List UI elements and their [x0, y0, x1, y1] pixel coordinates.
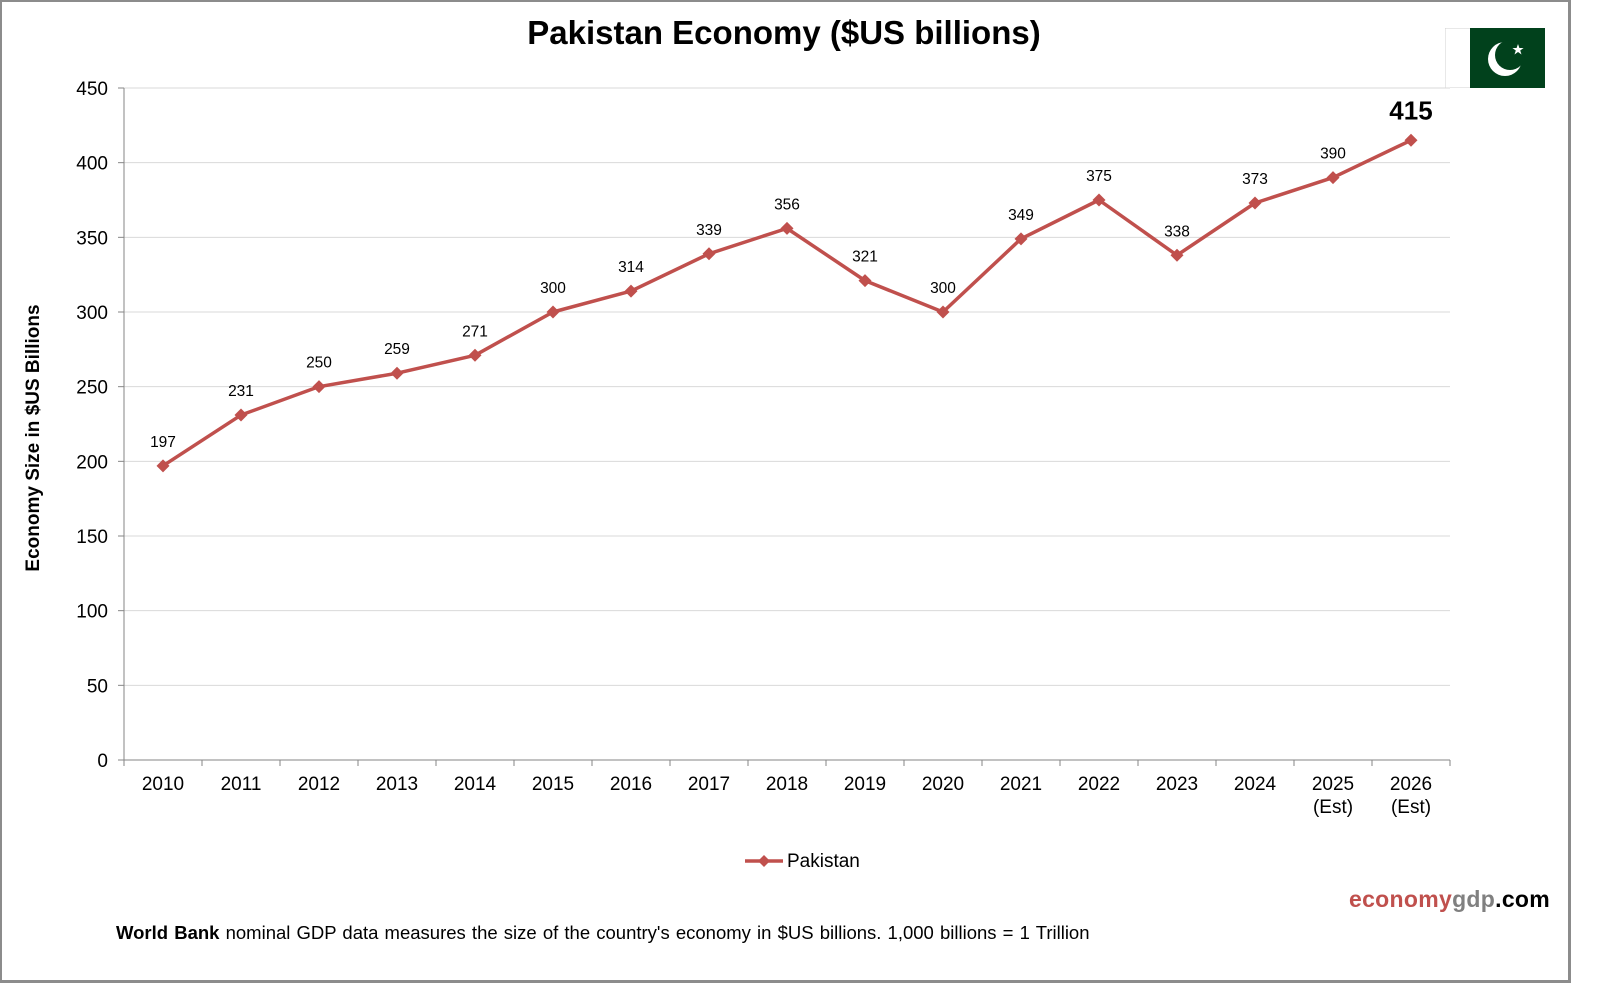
pakistan-flag-icon: [1445, 28, 1545, 88]
y-tick-label: 200: [76, 452, 108, 473]
data-point-marker: [624, 284, 638, 298]
data-point-marker: [546, 305, 560, 319]
y-tick-label: 0: [97, 751, 108, 772]
series-markers: [156, 133, 1418, 473]
chart-title: Pakistan Economy ($US billions): [527, 14, 1041, 51]
data-point-marker: [1014, 232, 1028, 246]
data-point-marker: [780, 221, 794, 235]
y-tick-label: 150: [76, 527, 108, 548]
data-point-marker: [936, 305, 950, 319]
source-watermark: economygdp.com: [1349, 886, 1550, 913]
data-label: 390: [1320, 146, 1346, 163]
data-label: 250: [306, 355, 332, 372]
data-label: 321: [852, 249, 878, 266]
y-tick-label: 300: [76, 303, 108, 324]
y-tick-label: 400: [76, 154, 108, 175]
gridlines: [124, 87, 1450, 686]
x-tick-label: 2015: [532, 774, 574, 795]
footnote-source: World Bank: [116, 922, 220, 943]
y-tick-label: 450: [76, 79, 108, 100]
data-label: 339: [696, 222, 722, 239]
data-label: 349: [1008, 207, 1034, 224]
y-tick-label: 50: [87, 676, 108, 697]
x-tick-label: (Est): [1313, 797, 1353, 818]
data-label: 373: [1242, 171, 1268, 188]
footnote: World Bank nominal GDP data measures the…: [116, 922, 1090, 944]
x-tick-label: 2010: [142, 774, 184, 795]
x-tick-label: 2021: [1000, 774, 1042, 795]
footnote-text: nominal GDP data measures the size of th…: [219, 922, 1090, 943]
data-point-marker: [1170, 248, 1184, 262]
data-label: 338: [1164, 223, 1190, 240]
legend[interactable]: Pakistan: [745, 851, 860, 872]
data-label: 356: [774, 196, 800, 213]
data-label: 375: [1086, 168, 1112, 185]
data-label: 197: [150, 434, 176, 451]
y-tick-label: 100: [76, 602, 108, 623]
data-point-marker: [234, 408, 248, 422]
series-line: [162, 138, 1412, 468]
data-point-marker: [1092, 193, 1106, 207]
axes: [118, 87, 1451, 766]
data-label-highlight: 415: [1389, 95, 1432, 125]
data-label: 259: [384, 341, 410, 358]
data-label: 231: [228, 383, 254, 400]
legend-marker-diamond-icon: [758, 855, 770, 867]
data-point-marker: [1326, 171, 1340, 185]
x-tick-label: 2025: [1312, 774, 1354, 795]
x-tick-label: 2026: [1390, 774, 1432, 795]
data-point-marker: [312, 380, 326, 394]
x-tick-label: 2022: [1078, 774, 1120, 795]
data-point-marker: [702, 247, 716, 261]
x-tick-label: 2020: [922, 774, 964, 795]
x-tick-labels: 2010 2011 2012 2013 2014 2015 2016 2017 2018 2019…: [142, 774, 1432, 818]
data-point-marker: [468, 348, 482, 362]
x-tick-label: 2018: [766, 774, 808, 795]
y-tick-label: 250: [76, 378, 108, 399]
data-point-marker: [1248, 196, 1262, 210]
data-label: 300: [540, 280, 566, 297]
x-tick-label: 2024: [1234, 774, 1277, 795]
source-part-economy: economy: [1349, 886, 1453, 912]
source-part-gdp: gdp: [1452, 886, 1496, 912]
series-line-pakistan: [162, 138, 1412, 468]
y-axis-label: Economy Size in $US Billions: [23, 304, 44, 571]
data-point-marker: [858, 274, 872, 288]
x-tick-label: 2014: [454, 774, 497, 795]
y-tick-label: 350: [76, 228, 108, 249]
x-tick-label: 2019: [844, 774, 886, 795]
data-labels: 197 231 250 259 271 300 314 339 356 321 300 349 375 3…: [150, 95, 1433, 451]
x-tick-label: (Est): [1391, 797, 1431, 818]
x-tick-label: 2017: [688, 774, 730, 795]
x-tick-label: 2013: [376, 774, 418, 795]
data-point-marker: [390, 366, 404, 380]
data-point-marker: [156, 459, 170, 473]
x-tick-label: 2023: [1156, 774, 1198, 795]
data-point-marker: [1404, 133, 1418, 147]
x-tick-label: 2012: [298, 774, 340, 795]
data-label: 300: [930, 280, 956, 297]
x-tick-label: 2011: [221, 774, 262, 795]
chart-frame: [0, 0, 1571, 983]
source-part-com: .com: [1495, 886, 1551, 912]
y-tick-labels: 0 50 100 150 200 250 300 350 400 450: [76, 79, 108, 772]
data-label: 314: [618, 259, 644, 276]
legend-label: Pakistan: [787, 851, 860, 872]
data-label: 271: [462, 323, 488, 340]
x-tick-label: 2016: [610, 774, 652, 795]
